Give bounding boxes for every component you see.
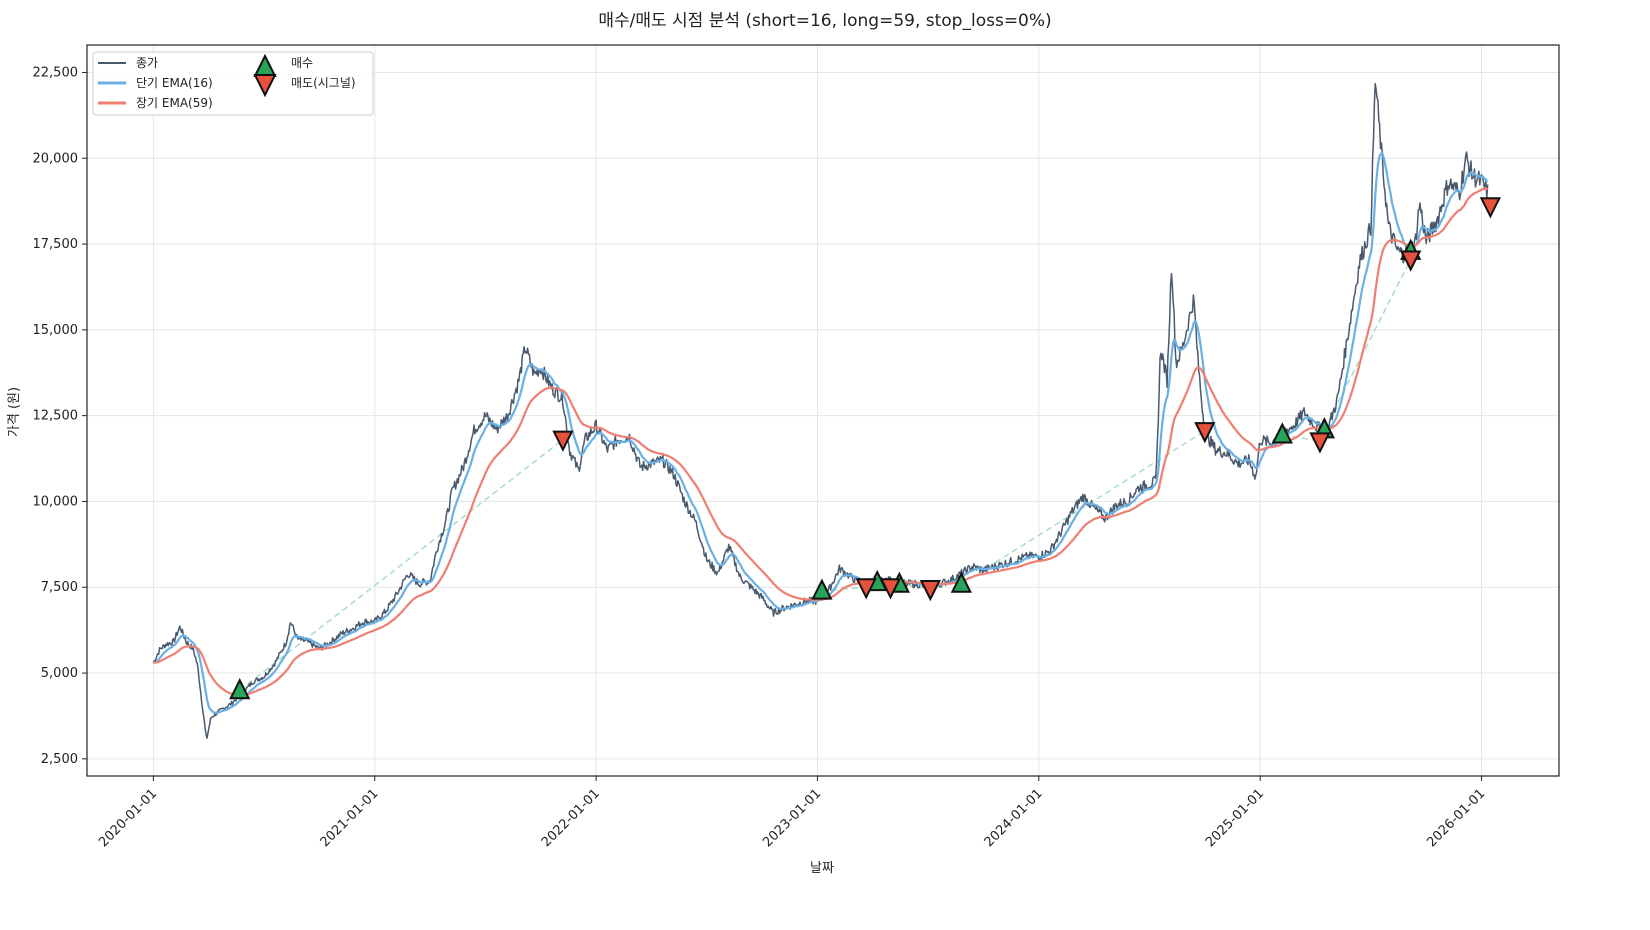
sell-signal-marker [879, 578, 902, 600]
y-tick-label: 22,500 [33, 65, 79, 80]
chart-title: 매수/매도 시점 분석 (short=16, long=59, stop_los… [598, 11, 1052, 31]
sell-signal-marker [855, 578, 877, 600]
buy-signal-marker [811, 578, 833, 600]
axes-frame [86, 44, 1560, 777]
sell-signal-marker [919, 579, 941, 602]
buy-signal-marker [229, 677, 251, 700]
legend-buy: 매수 [291, 56, 313, 70]
legend-sell-marker-icon [253, 74, 277, 98]
sell-signal-marker [1400, 250, 1422, 272]
y-tick-label: 17,500 [33, 237, 79, 252]
x-tick-label: 2023-01-01 [760, 786, 824, 850]
x-tick-label: 2025-01-01 [1203, 786, 1267, 850]
trade-connector [1323, 259, 1412, 430]
x-tick-label: 2026-01-01 [1424, 786, 1488, 850]
sell-signal-marker [1479, 197, 1501, 219]
x-tick-label: 2020-01-01 [96, 786, 160, 850]
x-tick-label: 2024-01-01 [982, 786, 1046, 850]
x-tick-label: 2022-01-01 [539, 786, 603, 850]
y-tick-label: 10,000 [33, 494, 79, 509]
y-tick-label: 5,000 [41, 666, 78, 681]
legend-sell: 매도(시그널) [291, 76, 356, 90]
y-tick-label: 7,500 [41, 580, 78, 595]
y-tick-label: 20,000 [33, 151, 79, 166]
sell-signal-marker [1309, 432, 1331, 454]
x-axis-label: 날짜 [810, 861, 834, 876]
sell-signal-marker [1194, 422, 1216, 444]
y-tick-label: 2,500 [41, 752, 78, 767]
trade-connector [239, 439, 564, 691]
legend-close: 종가 [136, 56, 158, 70]
legend: 종가 단기 EMA(16) 장기 EMA(59) 매수 매도(시그널) [92, 51, 374, 116]
legend-ema-short: 단기 EMA(16) [136, 76, 213, 90]
y-tick-label: 12,500 [33, 409, 79, 424]
buy-signal-marker [1271, 422, 1293, 444]
legend-ema-long: 장기 EMA(59) [136, 96, 213, 110]
y-tick-label: 15,000 [33, 323, 79, 338]
x-tick-label: 2021-01-01 [318, 786, 382, 850]
ticks: 2020-01-01 2021-01-01 2022-01-01 2023-01-01… [33, 65, 1489, 850]
y-axis-label: 가격 (원) [7, 387, 22, 437]
sell-signal-marker [552, 430, 574, 452]
plot-area [152, 82, 1501, 739]
buy-signal-marker [950, 571, 972, 593]
